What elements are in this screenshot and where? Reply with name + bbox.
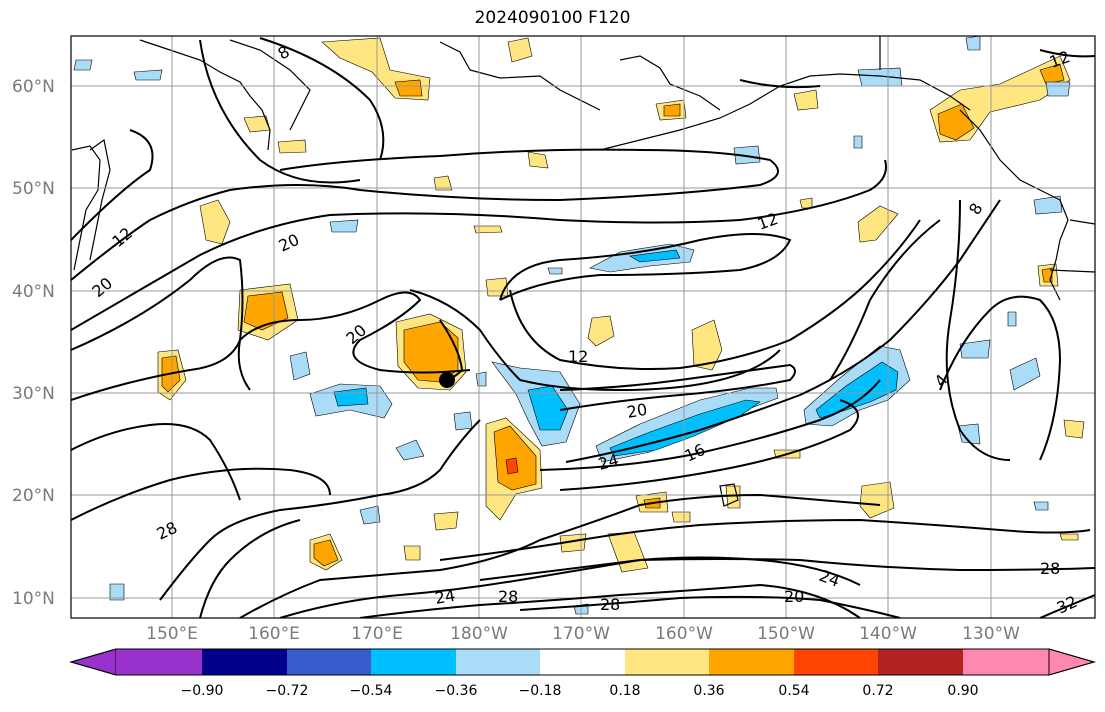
contour-label: 32 [1054, 592, 1080, 618]
contour-label: 20 [88, 273, 116, 301]
contour-label: 20 [276, 230, 302, 256]
lon-label-160w: 160°W [655, 624, 713, 644]
colorbar-tick-label: 0.18 [609, 683, 641, 699]
map-title: 2024090100 F120 [474, 8, 631, 28]
map-frame [70, 35, 1096, 619]
colorbar [69, 648, 1096, 676]
lat-label-40n: 40°N [12, 282, 55, 302]
contour-lines [71, 37, 1095, 618]
colorbar-tick-label: 0.72 [862, 683, 894, 699]
lon-label-170e: 170°E [351, 624, 403, 644]
contour-label: 20 [342, 320, 370, 348]
negative-shading [73, 36, 1071, 615]
contour-label: 20 [625, 400, 648, 422]
lat-label-20n: 20°N [12, 486, 55, 506]
lon-label-160e: 160°E [248, 624, 300, 644]
contour-label: 28 [1040, 559, 1060, 578]
contour-label: 28 [600, 595, 620, 614]
contour-label: 24 [433, 586, 456, 608]
coastlines [71, 36, 1095, 507]
contour-label: 28 [154, 518, 180, 544]
contour-label: 12 [755, 209, 781, 234]
lon-label-130w: 130°W [962, 624, 1020, 644]
contour-label: 20 [784, 587, 804, 606]
colorbar-tick-label: −0.36 [434, 683, 478, 699]
colorbar-min-extend [69, 648, 117, 676]
lon-label-180w: 180°W [450, 624, 508, 644]
lat-label-60n: 60°N [12, 77, 55, 97]
colorbar-max-extend [1048, 648, 1096, 676]
colorbar-tick-label: −0.90 [180, 683, 224, 699]
contour-label: 24 [596, 450, 621, 474]
contour-label: 8 [275, 42, 293, 64]
contour-label: 8 [965, 200, 987, 218]
lon-label-150e: 150°E [146, 624, 198, 644]
contour-label-group: 8 12 20 12 20 28 20 12 16 24 8 4 28 24 2… [88, 42, 1080, 618]
colorbar-tick-label: −0.54 [349, 683, 393, 699]
contour-label: 16 [682, 440, 708, 466]
contour-label: 12 [568, 347, 588, 366]
colorbar-tick-label: −0.18 [518, 683, 562, 699]
lon-label-140w: 140°W [859, 624, 917, 644]
lon-label-150w: 150°W [757, 624, 815, 644]
colorbar-tick-label: 0.36 [693, 683, 725, 699]
contour-label: 28 [498, 587, 518, 606]
colorbar-tick-label: 0.54 [778, 683, 810, 699]
lat-label-30n: 30°N [12, 384, 55, 404]
marker-dot [439, 372, 455, 388]
lon-label-170w: 170°W [552, 624, 610, 644]
lat-label-50n: 50°N [12, 179, 55, 199]
lat-label-10n: 10°N [12, 589, 55, 609]
positive-shading [157, 37, 1085, 573]
colorbar-tick-label: −0.72 [265, 683, 309, 699]
colorbar-tick-label: 0.90 [947, 683, 979, 699]
